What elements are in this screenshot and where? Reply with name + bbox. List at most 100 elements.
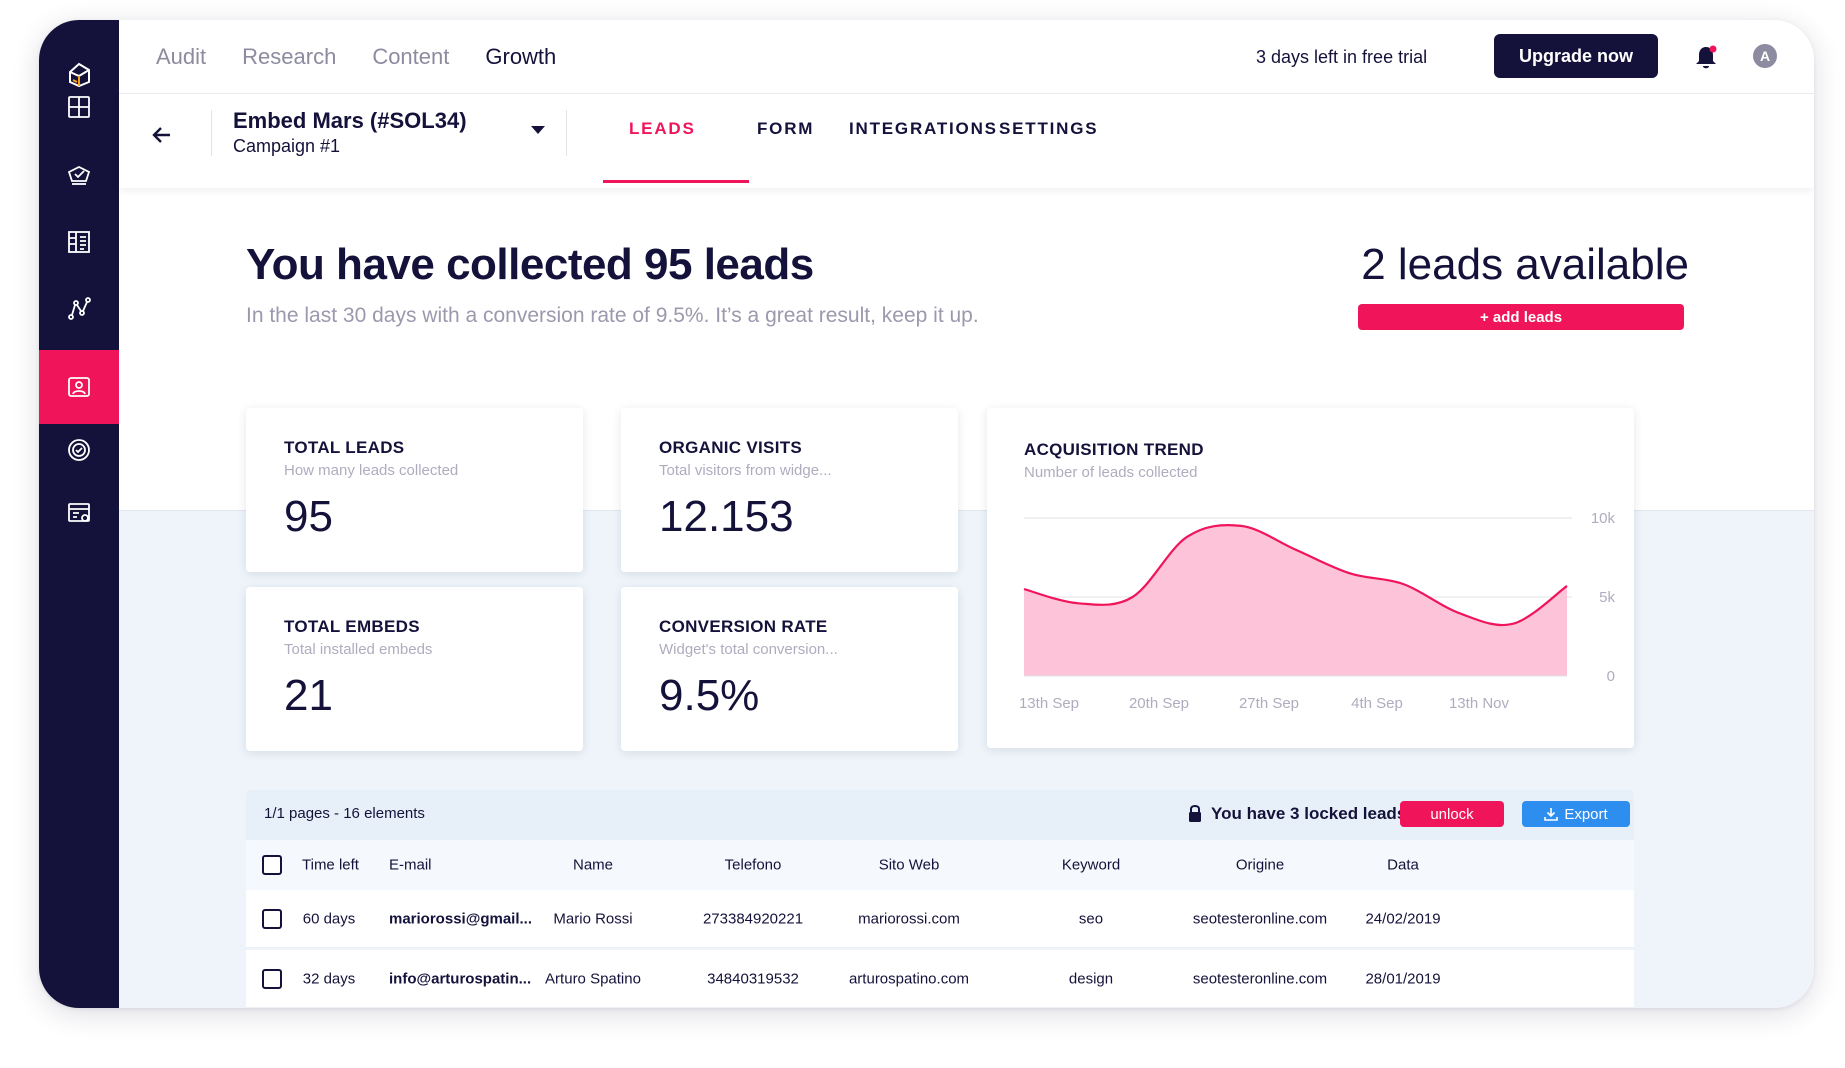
x-tick-label: 13th Sep [1019, 695, 1079, 712]
campaign-header: Embed Mars (#SOL34) Campaign #1 LEADS FO… [119, 94, 1814, 188]
app-window: Audit Research Content Growth 3 days lef… [39, 20, 1814, 1008]
top-nav: Audit Research Content Growth [156, 20, 592, 94]
content-icon[interactable] [39, 205, 119, 279]
name-cell: Arturo Spatino [545, 970, 641, 987]
upgrade-button[interactable]: Upgrade now [1494, 34, 1658, 78]
table-toolbar: 1/1 pages - 16 elements You have 3 locke… [246, 790, 1634, 840]
keyword-cell: design [1068, 970, 1114, 987]
origin-cell: seotesteronline.com [1192, 970, 1328, 987]
keyword-cell: seo [1078, 910, 1104, 927]
row-checkbox[interactable] [262, 908, 282, 929]
leads-icon[interactable] [39, 350, 119, 424]
column-header[interactable]: Time left [302, 856, 359, 874]
avatar[interactable]: A [1753, 44, 1777, 68]
x-tick-label: 27th Sep [1239, 695, 1299, 712]
name-cell: Mario Rossi [553, 910, 633, 927]
logo-icon[interactable] [39, 38, 119, 112]
table-row[interactable]: 32 days info@arturospatin... Arturo Spat… [246, 950, 1634, 1008]
stat-card-total-embeds: TOTAL EMBEDS Total installed embeds 21 [246, 587, 583, 751]
page-subtitle: In the last 30 days with a conversion ra… [246, 304, 979, 327]
stat-title: CONVERSION RATE [659, 617, 828, 636]
page-title: You have collected 95 leads [246, 240, 814, 289]
time-left-cell: 60 days [302, 910, 356, 927]
column-header[interactable]: E-mail [389, 856, 432, 874]
column-header[interactable]: Sito Web [878, 856, 940, 874]
top-nav-audit[interactable]: Audit [156, 44, 207, 69]
stat-card-conversion-rate: CONVERSION RATE Widget's total conversio… [621, 587, 958, 751]
lock-icon [1189, 805, 1201, 822]
column-header[interactable]: Telefono [724, 856, 782, 874]
y-tick-label: 10k [1591, 510, 1616, 527]
active-tab-indicator [603, 180, 749, 183]
campaign-title: Embed Mars (#SOL34) [233, 108, 467, 133]
bell-icon[interactable] [1691, 42, 1721, 72]
pagination-info: 1/1 pages - 16 elements [264, 805, 425, 822]
row-checkbox[interactable] [262, 968, 282, 989]
target-icon[interactable] [39, 413, 119, 487]
tab-integrations[interactable]: INTEGRATIONS [849, 119, 998, 138]
locked-leads-text: You have 3 locked leads [1211, 804, 1407, 823]
x-tick-label: 20th Sep [1129, 695, 1189, 712]
origin-cell: seotesteronline.com [1192, 910, 1328, 927]
divider [211, 110, 212, 156]
table-header: Time left E-mail Name Telefono Sito Web … [246, 840, 1634, 890]
acquisition-trend-card: ACQUISITION TREND Number of leads collec… [987, 408, 1634, 748]
dashboard-icon[interactable] [39, 70, 119, 144]
unlock-button[interactable]: unlock [1400, 801, 1504, 827]
export-label: Export [1564, 805, 1608, 823]
top-bar: Audit Research Content Growth 3 days lef… [119, 20, 1814, 94]
y-tick-label: 0 [1607, 668, 1615, 685]
stat-value: 12.153 [659, 492, 794, 541]
tab-settings[interactable]: SETTINGS [999, 119, 1099, 138]
stat-card-organic-visits: ORGANIC VISITS Total visitors from widge… [621, 408, 958, 572]
stat-subtitle: Total visitors from widge... [659, 462, 832, 479]
phone-cell: 273384920221 [702, 910, 804, 927]
stat-value: 95 [284, 492, 333, 541]
trial-notice: 3 days left in free trial [1256, 47, 1428, 67]
email-cell: info@arturospatin... [389, 970, 532, 987]
select-all-checkbox[interactable] [262, 855, 282, 875]
export-button[interactable]: Export [1522, 801, 1630, 827]
website-cell[interactable]: arturospatino.com [848, 970, 970, 987]
chevron-down-icon[interactable] [529, 124, 547, 136]
leads-table: 1/1 pages - 16 elements You have 3 locke… [246, 790, 1634, 1008]
acquisition-trend-chart: 10k 5k 0 13th Sep 20th Sep 27th Sep 4th Sep 13t… [1019, 510, 1616, 712]
top-nav-research[interactable]: Research [242, 44, 337, 69]
chart-subtitle: Number of leads collected [1024, 464, 1198, 481]
stat-value: 21 [284, 671, 333, 720]
back-arrow-icon[interactable] [149, 122, 175, 148]
chart-title: ACQUISITION TREND [1024, 440, 1204, 459]
email-cell: mariorossi@gmail... [389, 910, 533, 927]
download-icon [1544, 808, 1559, 821]
stat-subtitle: How many leads collected [284, 462, 459, 479]
table-row[interactable]: 60 days mariorossi@gmail... Mario Rossi … [246, 890, 1634, 948]
stat-card-total-leads: TOTAL LEADS How many leads collected 95 [246, 408, 583, 572]
add-leads-button[interactable]: + add leads [1358, 304, 1684, 330]
column-header[interactable]: Name [572, 856, 614, 874]
column-header[interactable]: Keyword [1061, 856, 1121, 874]
tab-form[interactable]: FORM [757, 119, 815, 138]
column-header[interactable]: Data [1387, 856, 1419, 874]
trend-line [1023, 523, 1568, 627]
stat-subtitle: Total installed embeds [284, 641, 433, 658]
top-nav-growth[interactable]: Growth [485, 44, 557, 69]
stat-title: TOTAL LEADS [284, 438, 405, 457]
x-tick-label: 13th Nov [1449, 695, 1510, 712]
divider [566, 110, 567, 156]
time-left-cell: 32 days [302, 970, 356, 987]
analytics-icon[interactable] [39, 272, 119, 346]
date-cell: 24/02/2019 [1365, 910, 1441, 927]
column-header[interactable]: Origine [1235, 856, 1285, 874]
campaign-subtitle: Campaign #1 [233, 136, 341, 156]
stat-value: 9.5% [659, 671, 760, 720]
date-cell: 28/01/2019 [1365, 970, 1441, 987]
sidebar [39, 20, 119, 1008]
stat-title: ORGANIC VISITS [659, 438, 803, 457]
top-nav-content[interactable]: Content [372, 44, 450, 69]
reports-icon[interactable] [39, 476, 119, 550]
audit-icon[interactable] [39, 138, 119, 212]
website-cell[interactable]: mariorossi.com [858, 910, 960, 927]
x-tick-label: 4th Sep [1351, 695, 1403, 712]
tab-leads[interactable]: LEADS [629, 119, 696, 138]
stat-subtitle: Widget's total conversion... [659, 641, 838, 658]
